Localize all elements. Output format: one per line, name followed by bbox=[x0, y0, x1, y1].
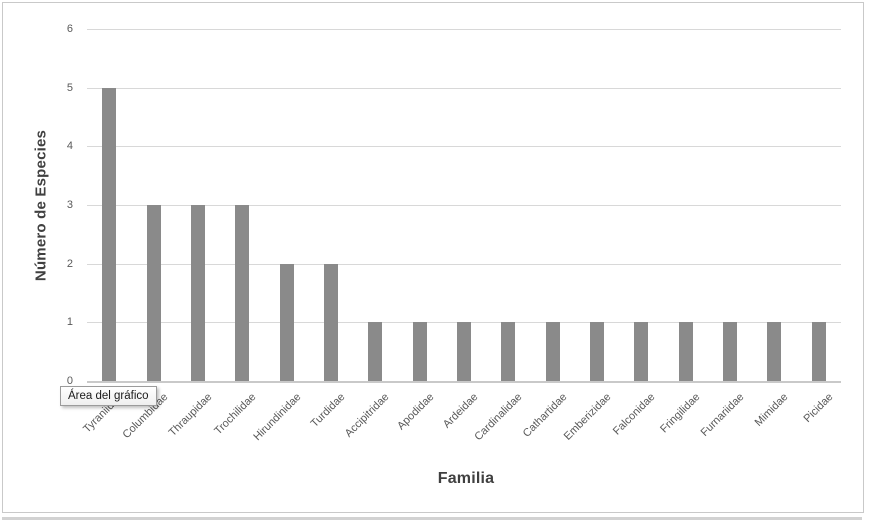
chart-area-tooltip: Área del gráfico bbox=[60, 386, 157, 406]
chart-bottom-edge bbox=[2, 517, 862, 520]
gridline-y-3 bbox=[87, 205, 841, 206]
bar-falconidae[interactable] bbox=[634, 322, 648, 381]
gridline-y-2 bbox=[87, 264, 841, 265]
bar-trochilidae[interactable] bbox=[235, 205, 249, 381]
y-tick-label-6: 6 bbox=[66, 23, 73, 35]
bar-accipitridae[interactable] bbox=[368, 322, 382, 381]
y-tick-label-2: 2 bbox=[66, 258, 73, 270]
chart-object-frame[interactable]: Número de Especies Familia 0 1 2 3 4 5 6 Tyrani… bbox=[2, 2, 864, 513]
bar-cardinalidae[interactable] bbox=[501, 322, 515, 381]
bar-furnariidae[interactable] bbox=[723, 322, 737, 381]
bar-ardeidae[interactable] bbox=[457, 322, 471, 381]
y-tick-label-5: 5 bbox=[66, 82, 73, 94]
bar-cathartidae[interactable] bbox=[546, 322, 560, 381]
y-tick-label-3: 3 bbox=[66, 199, 73, 211]
y-tick-label-0: 0 bbox=[66, 375, 73, 387]
bar-turdidae[interactable] bbox=[324, 264, 338, 381]
bar-thraupidae[interactable] bbox=[191, 205, 205, 381]
gridline-y-6 bbox=[87, 29, 841, 30]
bar-tyraniidae[interactable] bbox=[102, 88, 116, 381]
bar-fringilidae[interactable] bbox=[679, 322, 693, 381]
bar-emberizidae[interactable] bbox=[590, 322, 604, 381]
x-axis-line bbox=[87, 381, 841, 383]
bar-apodidae[interactable] bbox=[413, 322, 427, 381]
bar-columbidae[interactable] bbox=[147, 205, 161, 381]
y-tick-label-4: 4 bbox=[66, 140, 73, 152]
bar-picidae[interactable] bbox=[812, 322, 826, 381]
y-tick-label-1: 1 bbox=[66, 316, 73, 328]
gridline-y-4 bbox=[87, 146, 841, 147]
bar-hirundinidae[interactable] bbox=[280, 264, 294, 381]
gridline-y-5 bbox=[87, 88, 841, 89]
bar-mimidae[interactable] bbox=[767, 322, 781, 381]
x-axis-title: Familia bbox=[437, 470, 495, 487]
